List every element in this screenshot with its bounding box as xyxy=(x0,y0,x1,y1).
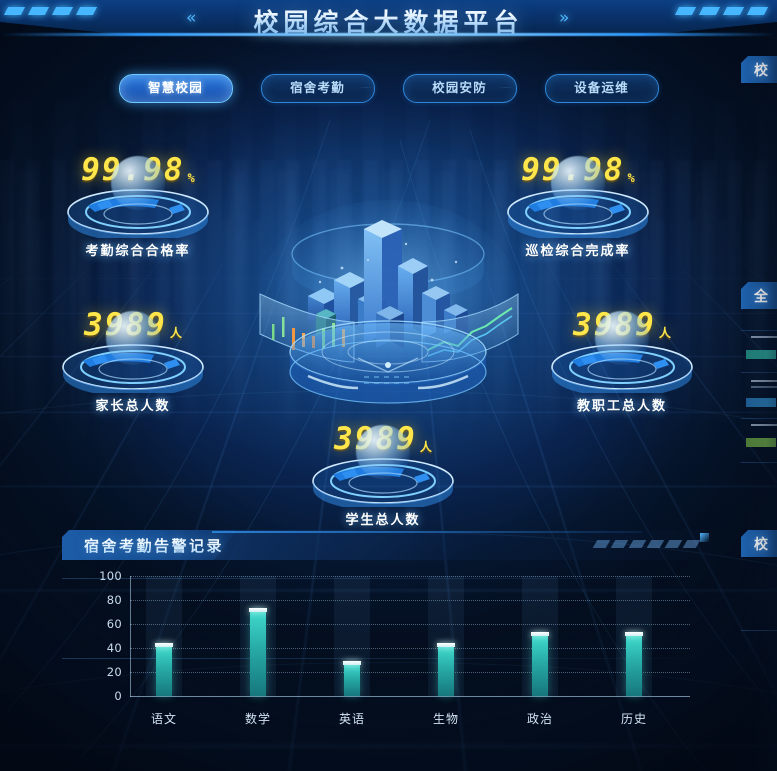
tab-campus-security[interactable]: 校园安防 xyxy=(402,74,517,103)
kpi-ring-graphic xyxy=(63,156,213,242)
nav-tabs: 智慧校园 宿舍考勤 校园安防 设备运维 xyxy=(0,74,777,103)
kpi-orb-icon xyxy=(106,311,160,365)
right-list-row-subtitle xyxy=(751,386,777,388)
right-panel-bottom[interactable]: 校 xyxy=(741,530,777,557)
panel-header-top-line xyxy=(212,531,642,533)
right-panel-middle-label: 全 xyxy=(754,288,770,304)
right-list-separator xyxy=(741,330,777,331)
kpi-orb-icon xyxy=(551,156,605,210)
kpi-orb-icon xyxy=(111,156,165,210)
x-axis-label: 历史 xyxy=(620,712,647,726)
app-header: « 校园综合大数据平台 » xyxy=(0,0,777,50)
panel-header: 宿舍考勤告警记录 xyxy=(62,530,712,560)
kpi-ring-graphic xyxy=(503,156,653,242)
kpi-label: 家长总人数 xyxy=(95,398,171,413)
kpi-ring-graphic xyxy=(547,311,697,397)
kpi-student-total: 3989人 学生总人数 xyxy=(288,424,478,528)
tab-smart-campus[interactable]: 智慧校园 xyxy=(118,74,233,103)
right-list-row-title xyxy=(751,336,777,338)
right-list-row-title xyxy=(751,424,777,426)
x-axis-label: 政治 xyxy=(526,712,553,726)
y-axis-tick: 20 xyxy=(106,665,122,679)
x-axis-line xyxy=(130,696,690,697)
kpi-label: 巡检综合完成率 xyxy=(525,243,631,258)
kpi-label: 考勤综合合格率 xyxy=(85,243,191,258)
x-axis-label: 生物 xyxy=(432,712,459,726)
y-axis-tick: 0 xyxy=(114,689,122,703)
kpi-label: 教职工总人数 xyxy=(576,398,667,413)
kpi-orb-icon xyxy=(356,425,410,479)
kpi-inspection-completion-rate: 99.98% 巡检综合完成率 xyxy=(483,155,673,259)
x-axis-label: 语文 xyxy=(150,712,177,726)
kpi-ring-graphic xyxy=(308,425,458,511)
tab-device-operations[interactable]: 设备运维 xyxy=(544,74,659,103)
y-axis-line xyxy=(130,576,131,697)
kpi-attendance-pass-rate: 99.98% 考勤综合合格率 xyxy=(43,155,233,259)
right-list-separator xyxy=(741,372,777,373)
dorm-attendance-alarm-panel: 宿舍考勤告警记录 1 xyxy=(62,530,712,735)
right-list-row-progress xyxy=(746,398,776,407)
y-axis-tick: 80 xyxy=(106,593,122,607)
kpi-parent-total: 3989人 家长总人数 xyxy=(38,310,228,414)
y-axis-tick: 40 xyxy=(106,641,122,655)
alarm-bar-chart[interactable]: 100 80 60 40 20 0 xyxy=(62,566,712,731)
y-axis-tick: 100 xyxy=(99,569,122,583)
y-axis-tick: 60 xyxy=(106,617,122,631)
right-panel-middle[interactable]: 全 xyxy=(741,282,777,309)
kpi-ring-graphic xyxy=(58,311,208,397)
page-title: 校园综合大数据平台 xyxy=(0,3,777,39)
chart-plot-area: 100 80 60 40 20 0 xyxy=(99,569,690,726)
x-axis-label: 数学 xyxy=(244,712,271,726)
right-panel-middle-header: 全 xyxy=(741,282,777,309)
kpi-orb-icon xyxy=(595,311,649,365)
right-list-row-progress xyxy=(746,350,776,359)
panel-title: 宿舍考勤告警记录 xyxy=(84,535,224,556)
right-list-separator xyxy=(741,462,777,463)
right-list-row-progress xyxy=(746,438,776,447)
panel-corner-accent-icon xyxy=(700,533,709,542)
kpi-label: 学生总人数 xyxy=(345,512,421,527)
right-panel-bottom-label: 校 xyxy=(754,536,770,552)
tab-dorm-attendance[interactable]: 宿舍考勤 xyxy=(260,74,375,103)
x-axis-label: 英语 xyxy=(338,712,365,726)
right-panel-bottom-header: 校 xyxy=(741,530,777,557)
right-panel-separator xyxy=(741,630,777,631)
right-list-separator xyxy=(741,418,777,419)
chevron-right-icon: » xyxy=(559,8,570,28)
panel-decoration-stripes xyxy=(592,540,701,548)
right-list-row-title xyxy=(751,380,777,382)
kpi-staff-total: 3989人 教职工总人数 xyxy=(527,310,717,414)
